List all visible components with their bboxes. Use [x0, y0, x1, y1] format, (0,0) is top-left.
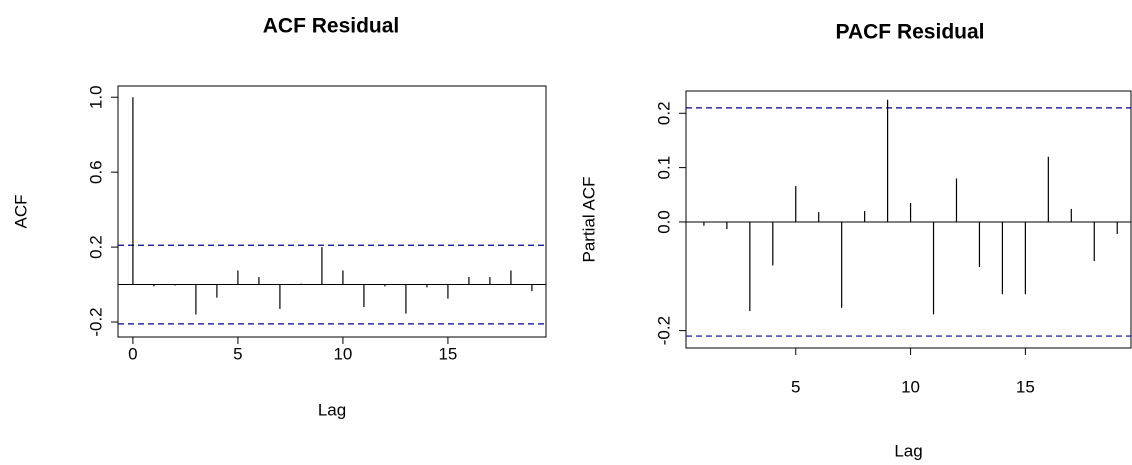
x-axis-label: Lag	[894, 441, 922, 460]
x-tick-label: 10	[901, 377, 920, 396]
y-axis-label: ACF	[11, 195, 30, 229]
chart-title: ACF Residual	[263, 15, 400, 38]
y-tick-label: 0.6	[86, 160, 105, 184]
y-tick-label: 0.0	[654, 210, 673, 234]
y-tick-label: 0.1	[654, 156, 673, 180]
x-tick-label: 5	[233, 344, 242, 363]
plot-frame	[117, 85, 547, 338]
y-tick-label: 1.0	[86, 85, 105, 109]
y-tick-label: 0.2	[654, 101, 673, 125]
x-tick-label: 5	[791, 377, 800, 396]
y-tick-label: 0.2	[86, 235, 105, 259]
x-tick-label: 15	[1016, 377, 1035, 396]
y-tick-label: -0.2	[654, 316, 673, 345]
y-axis-label: Partial ACF	[579, 177, 598, 263]
chart-title: PACF Residual	[836, 21, 985, 44]
x-axis-label: Lag	[318, 400, 346, 419]
y-tick-label: -0.2	[86, 307, 105, 336]
plot-frame	[685, 90, 1132, 349]
x-tick-label: 0	[128, 344, 137, 363]
x-tick-label: 15	[438, 344, 457, 363]
x-tick-label: 10	[333, 344, 352, 363]
